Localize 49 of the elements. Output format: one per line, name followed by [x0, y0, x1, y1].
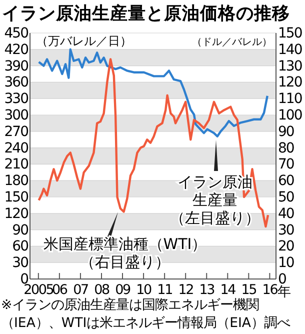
- x-tick-label: 13: [199, 282, 215, 298]
- y2-tick-label: 70: [278, 156, 294, 173]
- y-tick-label: 360: [4, 74, 28, 91]
- x-tick-label: 07: [73, 282, 88, 298]
- x-tick-label: 08: [94, 282, 110, 298]
- y2-tick-label: 50: [278, 189, 294, 206]
- y-axis-title: （万バレル／日）: [36, 34, 132, 48]
- y2-tick-label: 140: [278, 42, 302, 58]
- y2-tick-label: 30: [278, 222, 294, 238]
- y-tick-label: 30: [12, 255, 28, 272]
- y2-tick-label: 40: [278, 206, 294, 222]
- y-tick-label: 180: [4, 173, 28, 190]
- y2-tick-label: 20: [278, 238, 294, 255]
- x-tick-label: 16: [262, 282, 278, 298]
- y-tick-label: 270: [4, 124, 28, 140]
- x-tick-label: 11: [157, 282, 173, 298]
- y-tick-label: 240: [4, 140, 28, 156]
- y2-tick-label: 130: [278, 58, 302, 74]
- y-tick-label: 300: [4, 107, 28, 124]
- text: ※イランの原油生産量は国際エネルギー機関（IEA）、WTIは米エネルギー情報局（EIA）調べ: [1, 297, 290, 331]
- line-series: [38, 48, 268, 138]
- x-tick-label: 15: [241, 282, 257, 298]
- x-tick-label: 12: [178, 282, 194, 298]
- y2-tick-label: 120: [278, 74, 302, 91]
- y-tick-label: 90: [12, 222, 28, 238]
- y2-axis-title: （ドル／バレル）: [192, 37, 272, 48]
- y-tick-label: 150: [4, 189, 28, 206]
- x-axis-title: 年: [278, 284, 292, 300]
- y2-tick-label: 80: [278, 140, 294, 156]
- x-tick-label: 14: [220, 282, 236, 298]
- y2-tick-label: 110: [278, 91, 302, 108]
- x-tick-label: 06: [52, 282, 68, 298]
- y-tick-label: 420: [4, 42, 28, 58]
- y-tick-label: 60: [12, 238, 28, 255]
- y-tick-label: 120: [4, 206, 28, 222]
- y-tick-label: 330: [4, 91, 28, 108]
- y2-tick-label: 60: [278, 173, 294, 190]
- y-tick-label: 450: [4, 25, 28, 42]
- y2-tick-label: 150: [278, 25, 302, 42]
- x-tick-label: 09: [115, 282, 131, 298]
- text: 米国産標準油種（WTI）（右目盛り）: [43, 235, 207, 271]
- y2-tick-label: 90: [278, 124, 294, 140]
- x-tick-label: 10: [136, 282, 152, 298]
- y2-tick-label: 100: [278, 107, 302, 124]
- chart-title: イラン原油生産量と原油価格の推移: [2, 3, 290, 24]
- y2-tick-label: 10: [278, 255, 294, 272]
- y-tick-label: 210: [4, 156, 28, 173]
- y-tick-label: 390: [4, 58, 28, 74]
- line-series: [38, 58, 270, 228]
